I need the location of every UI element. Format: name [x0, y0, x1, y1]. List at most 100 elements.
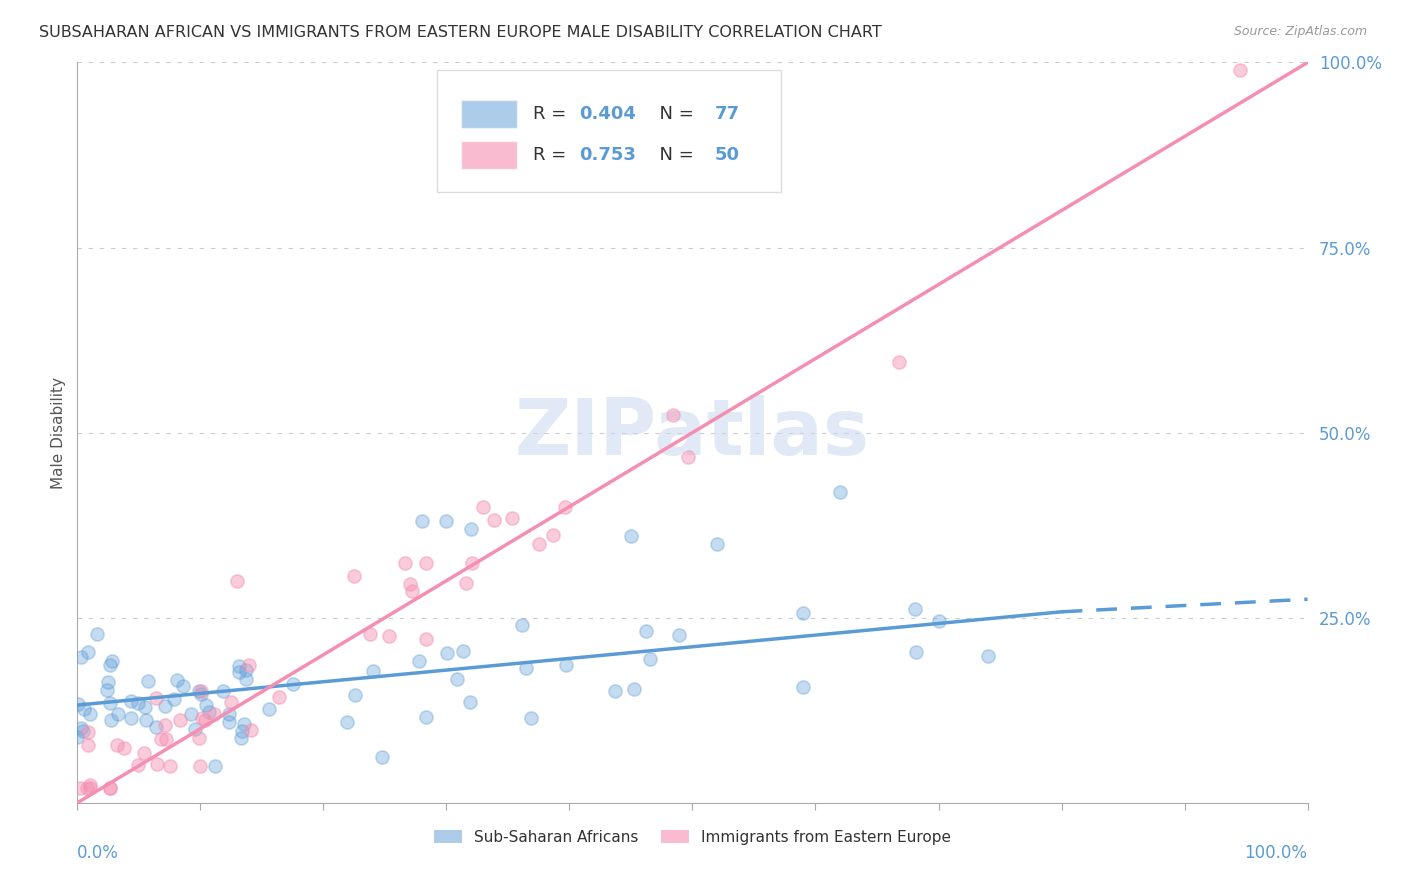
Point: [97, 674, 120, 689]
Point: [394, 556, 416, 570]
Point: [188, 684, 211, 698]
Point: [343, 569, 366, 583]
Point: [541, 528, 564, 542]
Point: [184, 722, 207, 736]
Point: [343, 688, 366, 702]
Point: [501, 511, 523, 525]
Point: [231, 724, 253, 739]
Point: [153, 698, 176, 713]
Point: [98, 780, 121, 795]
Text: N =: N =: [648, 146, 700, 164]
Point: [69, 780, 91, 795]
Point: [198, 705, 221, 719]
Point: [127, 758, 149, 772]
Point: [228, 659, 250, 673]
Point: [146, 757, 169, 772]
Point: [79, 780, 101, 795]
Point: [238, 658, 260, 673]
Point: [510, 617, 533, 632]
Point: [218, 714, 240, 729]
Point: [190, 684, 212, 698]
Point: [472, 500, 495, 514]
Point: [100, 655, 122, 669]
Point: [79, 778, 101, 792]
Point: [267, 690, 290, 705]
Point: [928, 614, 950, 628]
Point: [120, 710, 142, 724]
Point: [69, 649, 91, 664]
Point: [830, 484, 852, 499]
Point: [218, 706, 240, 721]
Point: [519, 711, 541, 725]
Text: Source: ZipAtlas.com: Source: ZipAtlas.com: [1233, 25, 1367, 38]
Point: [172, 679, 194, 693]
Point: [135, 713, 157, 727]
Point: [378, 629, 401, 643]
Point: [229, 731, 252, 746]
Point: [792, 606, 814, 620]
Point: [415, 556, 437, 570]
Text: 77: 77: [714, 105, 740, 123]
Point: [415, 710, 437, 724]
Point: [155, 731, 177, 746]
Point: [112, 740, 135, 755]
Point: [221, 695, 243, 709]
Text: ZIPatlas: ZIPatlas: [515, 394, 870, 471]
FancyBboxPatch shape: [437, 70, 782, 192]
Point: [415, 632, 437, 646]
Bar: [461, 100, 516, 128]
Point: [638, 651, 661, 665]
Point: [361, 665, 384, 679]
Point: [98, 780, 121, 795]
Point: [257, 702, 280, 716]
Point: [169, 714, 191, 728]
Point: [668, 628, 690, 642]
Point: [77, 739, 100, 753]
Point: [240, 723, 263, 738]
Text: 0.0%: 0.0%: [77, 844, 120, 862]
Point: [79, 707, 101, 722]
Point: [371, 749, 394, 764]
Point: [86, 626, 108, 640]
Point: [105, 738, 128, 752]
Legend: Sub-Saharan Africans, Immigrants from Eastern Europe: Sub-Saharan Africans, Immigrants from Ea…: [427, 823, 957, 851]
Text: 100.0%: 100.0%: [1244, 844, 1308, 862]
Point: [190, 687, 212, 701]
Point: [461, 557, 484, 571]
Text: 0.753: 0.753: [579, 146, 636, 164]
Point: [905, 645, 928, 659]
Point: [634, 624, 657, 638]
Point: [66, 730, 89, 744]
Point: [359, 627, 381, 641]
Point: [70, 721, 93, 735]
Point: [336, 714, 359, 729]
Point: [623, 681, 645, 696]
Point: [398, 576, 420, 591]
Point: [159, 759, 181, 773]
Point: [98, 658, 121, 673]
Point: [76, 780, 98, 795]
Point: [211, 684, 233, 698]
Point: [145, 691, 167, 706]
Point: [166, 673, 188, 687]
Point: [72, 724, 94, 739]
Text: 50: 50: [714, 146, 740, 164]
Text: R =: R =: [533, 105, 571, 123]
Point: [436, 646, 458, 660]
Point: [188, 758, 211, 772]
Point: [235, 673, 257, 687]
Point: [555, 657, 578, 672]
Point: [107, 706, 129, 721]
Point: [132, 746, 155, 760]
Point: [451, 644, 474, 658]
Point: [977, 648, 1000, 663]
Point: [204, 758, 226, 772]
Point: [96, 683, 118, 698]
Point: [281, 677, 304, 691]
Text: 0.404: 0.404: [579, 105, 636, 123]
Point: [153, 718, 176, 732]
Y-axis label: Male Disability: Male Disability: [51, 376, 66, 489]
Point: [411, 515, 433, 529]
Point: [401, 583, 423, 598]
Point: [1229, 62, 1251, 77]
